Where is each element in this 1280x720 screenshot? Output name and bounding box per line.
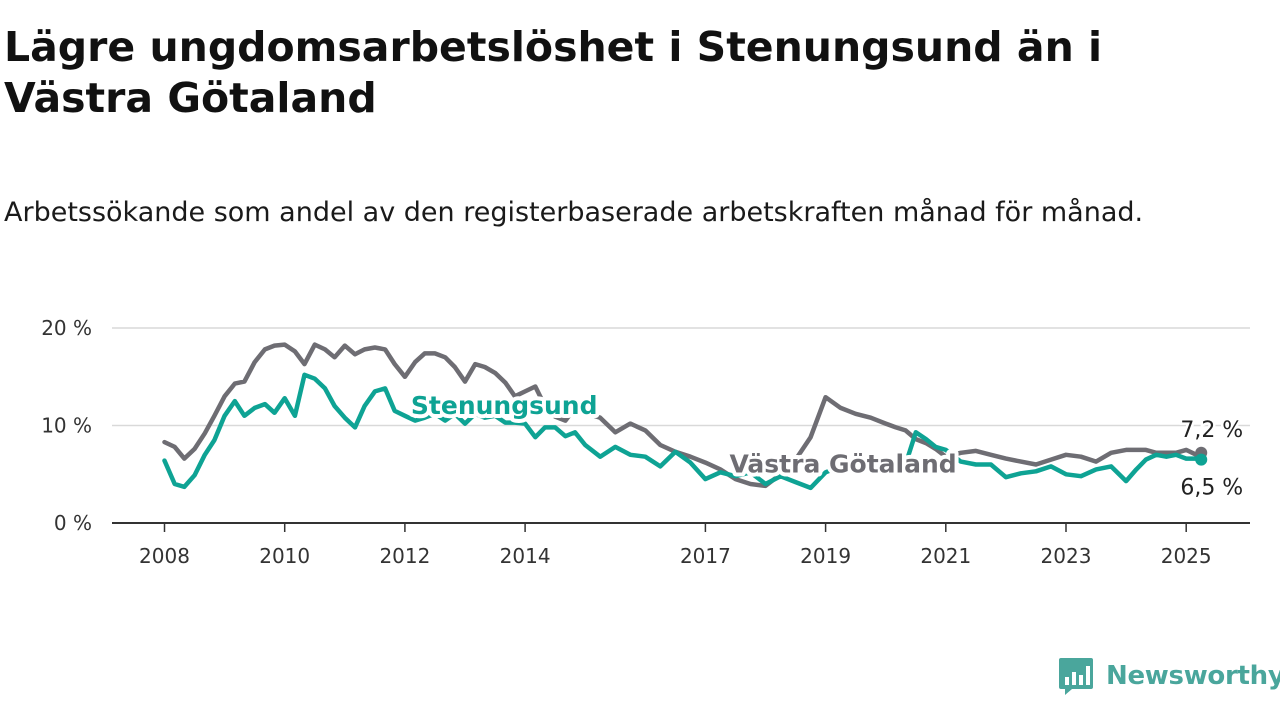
line-chart: 0 % 10 % 20 % 2008 2010 2012 2014 2017 2019 2021… (41, 316, 1250, 568)
y-tick-label: 20 % (41, 316, 92, 340)
series-label-0: Västra Götaland (729, 450, 956, 479)
x-tick-label: 2017 (680, 544, 731, 568)
y-tick-label: 0 % (54, 511, 92, 535)
newsworthy-logo-icon (1059, 658, 1093, 695)
series-end-point-1 (1195, 453, 1208, 466)
chart-title: Lägre ungdomsarbetslöshet i Stenungsund … (4, 23, 1103, 122)
series-lines (162, 342, 1204, 491)
series-end-label-0: 7,2 % (1180, 418, 1243, 443)
x-tick-label: 2025 (1161, 544, 1212, 568)
brand-logo: Newsworthy (1058, 654, 1280, 698)
x-axis (112, 522, 1250, 532)
y-tick-label: 10 % (41, 414, 92, 438)
x-tick-label: 2010 (259, 544, 310, 568)
series-line-0 (162, 342, 1204, 489)
brand-name: Newsworthy (1106, 661, 1280, 691)
x-axis-tick-labels: 2008 2010 2012 2014 2017 2019 2021 2023 2025 (139, 544, 1212, 568)
gridlines (112, 327, 1250, 427)
y-axis-tick-labels: 0 % 10 % 20 % (41, 316, 92, 535)
series-label-1: Stenungsund (411, 391, 598, 420)
x-tick-label: 2021 (920, 544, 971, 568)
x-tick-label: 2023 (1041, 544, 1092, 568)
series-end-label-1: 6,5 % (1180, 476, 1243, 501)
x-tick-label: 2019 (800, 544, 851, 568)
series-line-1 (162, 372, 1204, 491)
x-tick-label: 2014 (500, 544, 551, 568)
series-labels: Västra Götaland Stenungsund 7,2 % 6,5 % (407, 387, 1246, 503)
x-tick-label: 2008 (139, 544, 190, 568)
x-tick-label: 2012 (379, 544, 430, 568)
chart-subtitle: Arbetssökande som andel av den registerb… (4, 197, 1144, 228)
